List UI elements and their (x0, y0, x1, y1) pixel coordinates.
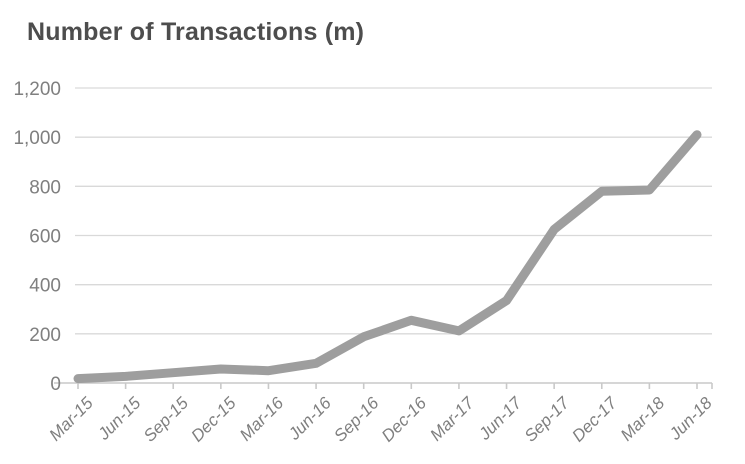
x-axis-label-sep-15: Sep-15 (140, 393, 193, 446)
y-axis-label-0: 0 (50, 374, 61, 395)
x-axis-label-jun-17: Jun-17 (474, 393, 525, 444)
y-axis-label-200: 200 (29, 325, 61, 346)
y-axis-label-600: 600 (29, 227, 61, 248)
x-axis-label-mar-16: Mar-16 (236, 393, 288, 445)
y-axis-label-800: 800 (29, 177, 61, 198)
x-axis-label-sep-16: Sep-16 (330, 393, 383, 446)
chart-title: Number of Transactions (m) (27, 18, 365, 46)
x-axis-label-dec-15: Dec-15 (187, 393, 240, 446)
x-axis-label-mar-15: Mar-15 (46, 393, 98, 445)
x-axis-label-jun-18: Jun-18 (665, 393, 716, 444)
y-axis-label-400: 400 (29, 276, 61, 297)
transactions-data-line (73, 130, 702, 384)
x-axis-label-sep-17: Sep-17 (521, 393, 574, 446)
x-axis-label-jun-15: Jun-15 (94, 393, 145, 444)
y-axis-label-1200: 1,200 (13, 79, 61, 100)
x-axis-label-dec-17: Dec-17 (568, 393, 621, 446)
x-axis-label-mar-17: Mar-17 (426, 393, 478, 445)
y-axis-label-1000: 1,000 (13, 128, 61, 149)
x-axis-label-dec-16: Dec-16 (378, 393, 431, 446)
x-axis-label-jun-16: Jun-16 (284, 393, 335, 444)
x-axis-label-mar-18: Mar-18 (617, 393, 669, 445)
